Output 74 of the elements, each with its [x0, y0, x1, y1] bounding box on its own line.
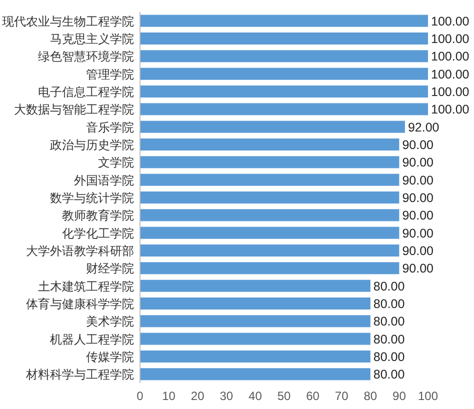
data-label: 100.00	[431, 85, 470, 99]
y-tick-label: 土木建筑工程学院	[38, 279, 134, 294]
y-tick-label: 材料科学与工程学院	[25, 368, 134, 382]
x-tick-label: 70	[334, 389, 349, 403]
data-label: 90.00	[402, 138, 434, 152]
data-label: 80.00	[373, 368, 405, 382]
x-tick-label: 40	[248, 389, 262, 403]
bar	[140, 32, 428, 45]
data-label: 90.00	[402, 173, 434, 188]
bar	[140, 226, 400, 239]
bar	[140, 120, 405, 133]
data-label: 80.00	[373, 350, 405, 364]
data-label: 100.00	[431, 102, 470, 117]
bar	[140, 68, 428, 80]
bar	[140, 191, 400, 204]
y-tick-label: 体育与健康科学学院	[26, 297, 134, 311]
y-tick-label: 财经学院	[86, 262, 134, 276]
y-tick-label: 机器人工程学院	[50, 332, 134, 346]
y-tick-label: 大数据与智能工程学院	[14, 102, 134, 117]
x-tick-label: 20	[190, 389, 205, 403]
x-tick-label: 30	[220, 389, 234, 403]
bar	[140, 350, 370, 363]
data-label: 90.00	[402, 244, 434, 258]
y-tick-label: 马克思主义学院	[50, 32, 134, 46]
y-tick-label: 传媒学院	[86, 350, 134, 364]
data-label: 92.00	[408, 120, 440, 134]
bar	[140, 332, 370, 345]
y-tick-label: 外国语学院	[74, 173, 134, 188]
data-label: 90.00	[402, 208, 434, 223]
bar	[140, 315, 370, 328]
y-tick-label: 管理学院	[86, 67, 134, 82]
data-label: 80.00	[373, 314, 405, 329]
y-tick-label: 绿色智慧环境学院	[38, 50, 134, 64]
bar	[140, 85, 428, 98]
y-tick-label: 大学外语教学科研部	[26, 244, 134, 258]
x-tick-label: 10	[162, 389, 176, 403]
y-tick-label: 音乐学院	[86, 120, 134, 134]
bar	[140, 138, 400, 151]
y-tick-label: 现代农业与生物工程学院	[2, 14, 134, 28]
data-label: 100.00	[431, 14, 470, 28]
x-tick-label: 90	[392, 389, 406, 403]
data-label: 100.00	[431, 32, 470, 46]
x-tick-label: 0	[136, 389, 144, 403]
bar	[140, 244, 400, 257]
bar	[140, 368, 370, 380]
data-label: 90.00	[402, 156, 434, 170]
bar	[140, 156, 400, 168]
bar	[140, 103, 428, 116]
bar	[140, 174, 400, 186]
y-tick-label: 美术学院	[86, 314, 134, 329]
bar	[140, 280, 370, 292]
y-tick-label: 文学院	[98, 156, 134, 170]
data-label: 90.00	[402, 262, 434, 276]
y-tick-label: 电子信息工程学院	[38, 85, 134, 99]
data-label: 80.00	[373, 332, 405, 346]
x-tick-label: 80	[364, 389, 378, 403]
y-tick-label: 化学化工学院	[62, 226, 134, 240]
y-tick-label: 政治与历史学院	[50, 138, 134, 152]
bar	[140, 209, 400, 222]
data-label: 90.00	[402, 226, 434, 240]
data-label: 100.00	[431, 50, 470, 64]
y-tick-label: 教师教育学院	[62, 208, 134, 223]
x-tick-label: 60	[306, 389, 320, 403]
y-tick-label: 数学与统计学院	[50, 191, 134, 205]
x-tick-label: 50	[277, 389, 291, 403]
data-label: 100.00	[431, 67, 470, 82]
bar	[140, 297, 370, 310]
data-label: 90.00	[402, 191, 434, 205]
data-label: 80.00	[373, 297, 405, 311]
bar	[140, 262, 400, 274]
bar	[140, 50, 428, 62]
data-label: 80.00	[373, 279, 405, 294]
x-tick-label: 100	[418, 389, 438, 403]
bar	[140, 14, 428, 27]
